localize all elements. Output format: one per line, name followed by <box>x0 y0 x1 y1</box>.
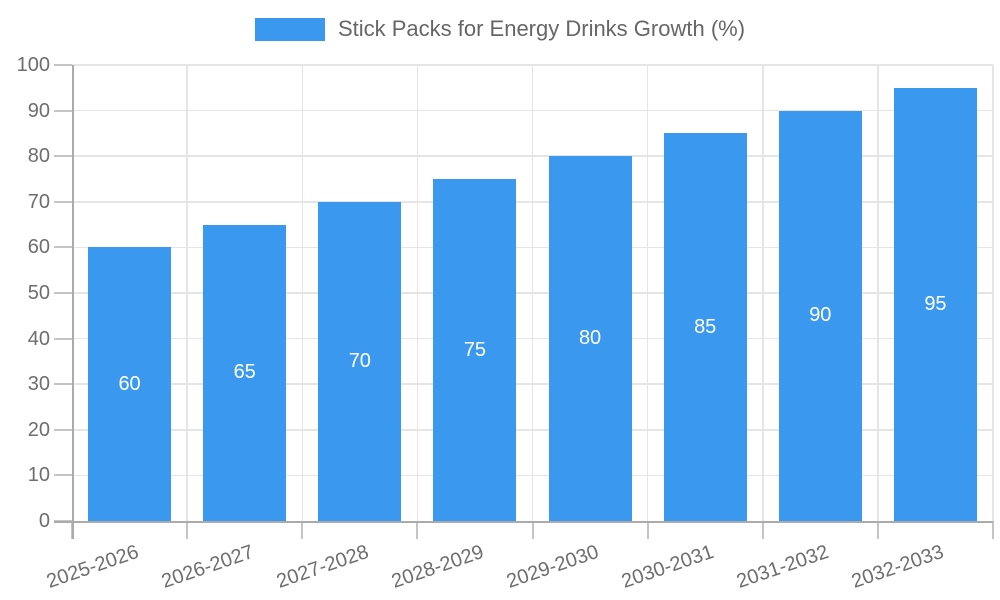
bar[interactable]: 65 <box>203 224 287 521</box>
bar-value-label: 80 <box>578 327 602 350</box>
x-axis-tick <box>416 521 419 539</box>
x-gridline <box>301 65 303 521</box>
y-axis-line <box>72 65 74 539</box>
x-axis-tick <box>992 521 994 539</box>
y-axis-tick <box>54 64 72 66</box>
y-axis-tick-label: 0 <box>38 510 50 532</box>
legend-label: Stick Packs for Energy Drinks Growth (%) <box>337 16 746 41</box>
x-gridline <box>992 65 994 521</box>
x-axis-tick <box>186 521 189 539</box>
y-axis-tick-label: 30 <box>27 373 50 396</box>
y-axis-tick <box>54 337 72 340</box>
y-axis-tick <box>54 246 72 249</box>
bar-value-label: 95 <box>924 292 947 315</box>
y-axis-tick <box>54 383 72 386</box>
x-gridline <box>531 65 534 521</box>
y-axis-tick-label: 100 <box>16 54 50 76</box>
bar[interactable]: 90 <box>778 110 862 521</box>
bar-value-label: 65 <box>233 361 256 384</box>
y-axis-tick <box>54 109 72 112</box>
y-axis-tick-label: 40 <box>27 327 50 350</box>
y-axis-tick-label: 10 <box>27 464 50 487</box>
y-axis-tick-label: 80 <box>27 145 50 168</box>
y-axis-tick-label: 50 <box>27 282 50 304</box>
bar[interactable]: 80 <box>548 156 632 521</box>
x-axis-tick <box>876 521 879 539</box>
y-axis-tick <box>54 155 72 158</box>
x-axis-tick <box>646 521 649 539</box>
x-axis-tick <box>531 521 534 539</box>
y-axis-tick-label: 70 <box>27 190 50 213</box>
x-gridline <box>646 65 649 521</box>
bar[interactable]: 70 <box>318 201 402 521</box>
x-gridline <box>762 65 764 521</box>
bar[interactable]: 75 <box>433 179 517 521</box>
bar-value-label: 75 <box>463 338 487 361</box>
bar-value-label: 85 <box>694 315 717 338</box>
legend-swatch-icon[interactable] <box>254 17 325 41</box>
x-gridline <box>877 65 879 521</box>
y-axis-tick-label: 90 <box>27 99 50 122</box>
bar[interactable]: 85 <box>663 133 747 521</box>
y-axis-tick <box>54 292 72 294</box>
bar-value-label: 90 <box>809 304 832 327</box>
x-axis-tick <box>301 521 304 539</box>
bar-value-label: 70 <box>348 349 371 372</box>
y-axis-tick-label: 20 <box>27 418 50 441</box>
y-axis-tick <box>54 474 72 477</box>
legend[interactable]: Stick Packs for Energy Drinks Growth (%) <box>0 16 1000 42</box>
bar[interactable]: 95 <box>893 87 977 521</box>
y-axis-tick <box>54 200 72 203</box>
x-axis-tick <box>761 521 764 539</box>
x-axis-line <box>54 521 993 523</box>
bar-value-label: 60 <box>118 372 141 395</box>
x-gridline <box>186 65 188 521</box>
bar[interactable]: 60 <box>88 247 172 521</box>
y-axis-tick-label: 60 <box>27 236 50 259</box>
x-gridline <box>416 65 419 521</box>
y-axis-tick <box>54 428 72 431</box>
